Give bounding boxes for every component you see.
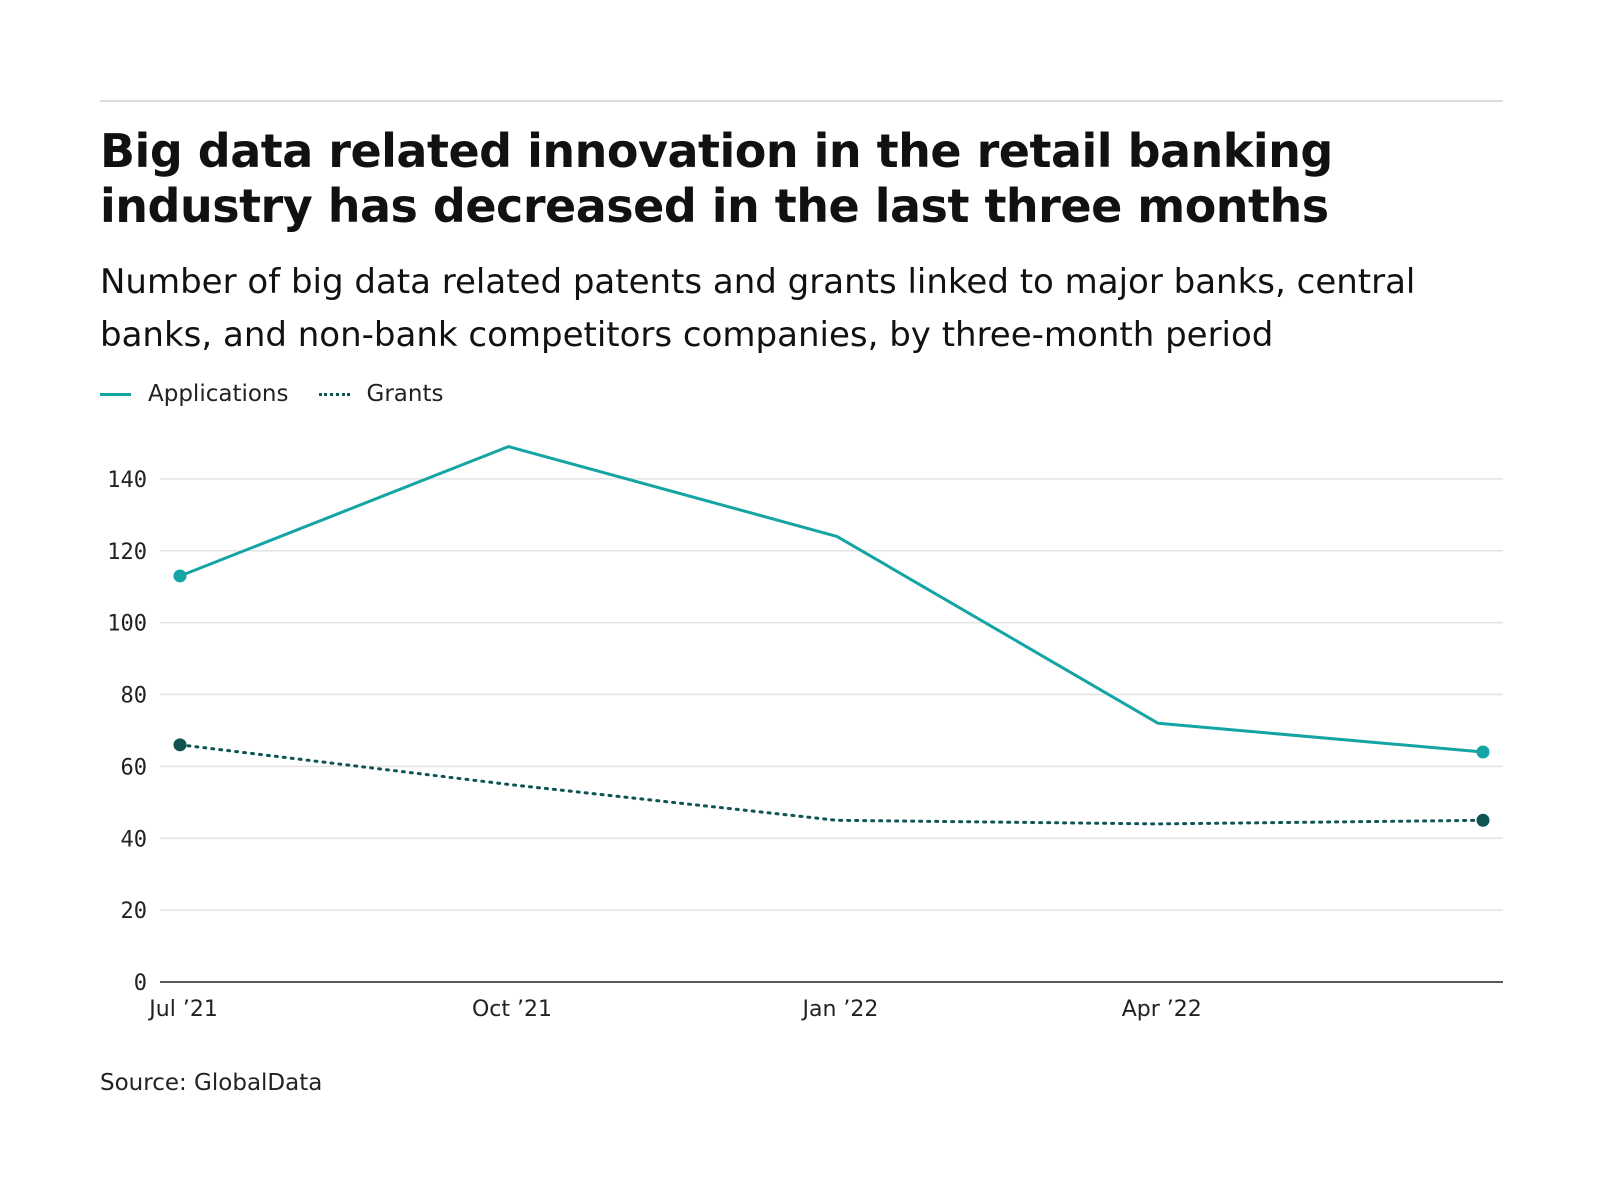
x-tick-label-0: Jul ’21: [147, 997, 218, 1022]
legend-item-applications[interactable]: Applications: [100, 381, 289, 407]
y-tick-label-100: 100: [107, 612, 147, 637]
point-grants-0: [173, 738, 187, 752]
legend-swatch-grants: [318, 392, 350, 396]
y-tick-label-60: 60: [121, 755, 148, 780]
legend-label-applications: Applications: [148, 381, 289, 407]
chart-subtitle: Number of big data related patents and g…: [100, 262, 1416, 355]
legend: Applications Grants: [100, 378, 473, 410]
x-tick-label-1: Oct ’21: [472, 997, 552, 1022]
chart-title: Big data related innovation in the retai…: [100, 124, 1333, 234]
point-applications-4: [1476, 745, 1490, 759]
y-tick-label-80: 80: [121, 684, 148, 709]
series-line-applications: [178, 445, 1485, 754]
y-tick-label-140: 140: [107, 468, 147, 493]
x-tick-label-2: Jan ’22: [800, 997, 878, 1022]
source-note: Source: GlobalData: [100, 1070, 323, 1096]
x-tick-label-3: Apr ’22: [1122, 997, 1202, 1022]
y-tick-label-40: 40: [121, 827, 148, 852]
point-applications-0: [173, 569, 187, 583]
legend-swatch-applications: [100, 392, 131, 396]
top-divider: [100, 100, 1503, 102]
y-tick-label-0: 0: [134, 971, 147, 996]
legend-label-grants: Grants: [366, 381, 444, 407]
legend-item-grants[interactable]: Grants: [318, 381, 444, 407]
point-grants-4: [1476, 813, 1490, 827]
y-tick-label-120: 120: [107, 540, 147, 565]
series-line-grants: [178, 743, 1485, 826]
y-tick-label-20: 20: [121, 899, 148, 924]
